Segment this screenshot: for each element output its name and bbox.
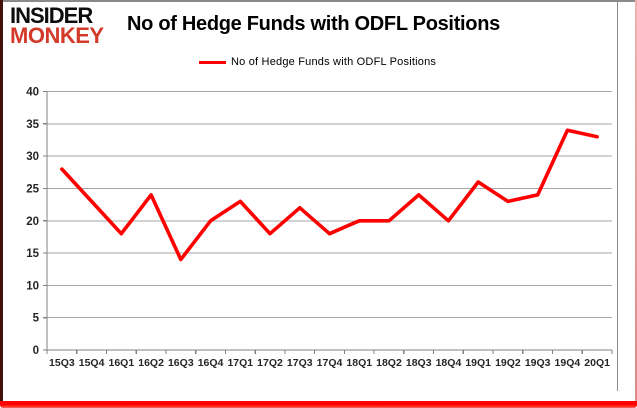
data-line	[60, 128, 599, 262]
logo-text-monkey: MONKEY	[10, 23, 104, 49]
x-axis-tick-label: 16Q1	[108, 357, 134, 369]
y-axis-tick-label: 20	[26, 216, 39, 228]
y-axis-tick-label: 0	[33, 345, 39, 357]
x-axis-tick-label: 15Q4	[79, 357, 105, 369]
logo-text-insider: INSIDER	[10, 2, 93, 29]
x-axis-tick-label: 15Q3	[49, 357, 75, 369]
frame-border-left	[0, 0, 3, 401]
x-axis-tick-label: 19Q1	[465, 357, 491, 369]
legend: No of Hedge Funds with ODFL Positions	[199, 56, 436, 68]
x-axis-tick-label: 19Q4	[555, 357, 581, 369]
frame-border-top	[0, 0, 637, 2]
x-axis-tick-label: 18Q4	[436, 357, 462, 369]
x-axis-tick-label: 18Q2	[376, 357, 402, 369]
legend-line-swatch	[199, 60, 226, 64]
chart-area-right-border	[617, 2, 618, 391]
x-axis-tick-label: 17Q2	[257, 357, 283, 369]
legend-label: No of Hedge Funds with ODFL Positions	[231, 56, 437, 68]
y-axis-tick-label: 40	[26, 87, 39, 99]
x-axis-tick-label: 19Q3	[525, 357, 551, 369]
x-axis-tick-label: 17Q1	[227, 357, 253, 369]
x-axis-tick-label: 17Q4	[317, 357, 343, 369]
x-axis-tick-label: 16Q2	[138, 357, 164, 369]
y-axis-tick-label: 25	[26, 183, 39, 195]
x-axis-tick-label: 18Q3	[406, 357, 432, 369]
frame-border-right	[635, 0, 637, 401]
x-axis-tick-label: 18Q1	[346, 357, 372, 369]
y-axis-tick-label: 35	[26, 119, 39, 131]
chart-title: No of Hedge Funds with ODFL Positions	[127, 13, 500, 35]
x-axis-tick-label: 16Q4	[198, 357, 224, 369]
x-axis-tick-label: 17Q3	[287, 357, 313, 369]
y-axis-tick-label: 15	[26, 248, 39, 260]
frame-red-glow-bottom	[0, 401, 637, 408]
x-axis-tick-label: 16Q3	[168, 357, 194, 369]
y-axis-tick-label: 10	[26, 280, 39, 292]
y-axis-tick-label: 5	[33, 313, 40, 325]
x-axis-tick-label: 19Q2	[495, 357, 521, 369]
insider-monkey-logo: INSIDER MONKEY	[10, 2, 104, 49]
y-axis-tick-label: 30	[26, 151, 39, 163]
x-axis-tick-label: 20Q1	[584, 357, 610, 369]
